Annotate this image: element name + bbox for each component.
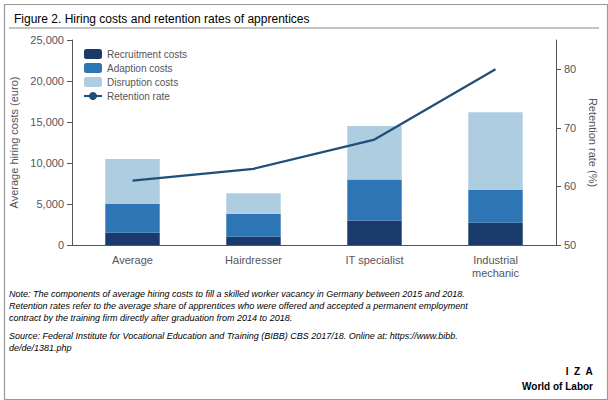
svg-text:Average hiring costs (euro): Average hiring costs (euro) [8,77,20,209]
svg-text:50: 50 [564,239,576,251]
svg-text:Retention rate: Retention rate [107,91,170,102]
svg-text:20,000: 20,000 [30,75,64,87]
svg-text:60: 60 [564,180,576,192]
svg-text:Note: The components of averag: Note: The components of average hiring c… [9,289,465,299]
svg-text:Hairdresser: Hairdresser [225,254,282,266]
svg-text:Figure 2. Hiring costs and ret: Figure 2. Hiring costs and retention rat… [14,12,310,26]
svg-text:I Z A: I Z A [566,366,593,377]
svg-text:IT specialist: IT specialist [346,254,404,266]
svg-text:de/de/1381.php: de/de/1381.php [9,343,72,353]
svg-text:Industrial: Industrial [473,254,518,266]
svg-text:Disruption costs: Disruption costs [107,77,178,88]
svg-text:Retention rate (%): Retention rate (%) [587,98,599,187]
svg-text:Source: Federal Institute for: Source: Federal Institute for Vocational… [9,331,458,341]
svg-text:80: 80 [564,63,576,75]
svg-text:World of Labor: World of Labor [522,381,593,392]
svg-text:15,000: 15,000 [30,116,64,128]
svg-text:10,000: 10,000 [30,157,64,169]
svg-text:70: 70 [564,122,576,134]
svg-text:0: 0 [58,239,64,251]
svg-text:contract by the training firm: contract by the training firm directly a… [9,313,292,323]
svg-text:Average: Average [112,254,153,266]
svg-text:25,000: 25,000 [30,34,64,46]
svg-text:Retention rates refer to the a: Retention rates refer to the average sha… [9,301,468,311]
svg-text:mechanic: mechanic [472,267,520,279]
svg-text:Adaption costs: Adaption costs [107,63,173,74]
svg-text:5,000: 5,000 [36,198,64,210]
svg-text:Recruitment costs: Recruitment costs [107,49,187,60]
